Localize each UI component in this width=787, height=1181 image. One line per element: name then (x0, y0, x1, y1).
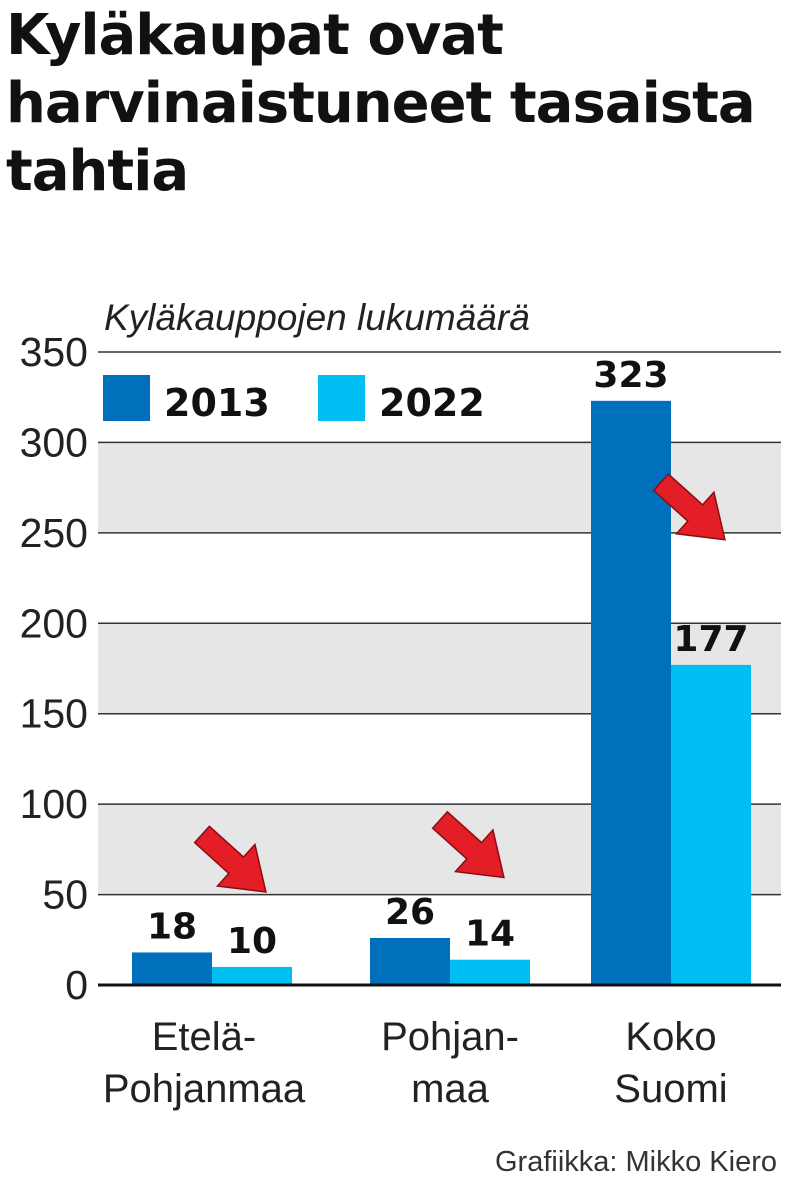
arrow-shape (193, 825, 267, 893)
category-label: Koko (625, 1015, 716, 1059)
decrease-arrow-icon (652, 472, 726, 541)
category-label: Pohjanmaa (103, 1067, 306, 1111)
data-label: 10 (227, 921, 277, 962)
y-tick-label: 200 (20, 600, 88, 646)
bar-2013-2 (591, 400, 671, 985)
bar-2013-1 (370, 937, 450, 985)
bar-2022-2 (671, 664, 751, 985)
legend-swatch-2022 (318, 375, 365, 421)
data-label: 177 (673, 619, 748, 660)
category-label: Etelä- (152, 1015, 257, 1059)
category-label: maa (411, 1067, 490, 1111)
legend-swatch-2013 (103, 375, 150, 421)
legend-label-2013: 2013 (164, 381, 270, 425)
y-tick-label: 100 (20, 781, 88, 827)
y-axis-label: Kyläkauppojen lukumäärä (104, 297, 530, 338)
data-label: 14 (465, 914, 515, 955)
decrease-arrow-icon (193, 825, 267, 893)
category-label: Pohjan- (381, 1015, 519, 1059)
y-tick-label: 50 (42, 872, 88, 918)
arrow-shape (431, 810, 505, 879)
credit-text: Grafiikka: Mikko Kiero (494, 1146, 777, 1178)
y-tick-label: 0 (65, 962, 88, 1008)
y-tick-label: 300 (20, 419, 88, 465)
decrease-arrow-icon (431, 810, 505, 879)
y-tick-label: 150 (20, 691, 88, 737)
y-tick-label: 250 (20, 510, 88, 556)
data-label: 26 (385, 892, 435, 933)
arrow-shape (652, 472, 726, 541)
legend-label-2022: 2022 (379, 381, 485, 425)
chart-title: Kyläkaupat ovat harvinaistuneet tasaista… (6, 3, 756, 204)
bar-2022-0 (212, 966, 292, 985)
category-label: Suomi (614, 1067, 727, 1111)
y-tick-label: 350 (20, 329, 88, 375)
bar-2013-0 (132, 952, 212, 985)
data-label: 323 (593, 355, 668, 396)
data-label: 18 (147, 906, 197, 947)
bar-2022-1 (450, 959, 530, 985)
